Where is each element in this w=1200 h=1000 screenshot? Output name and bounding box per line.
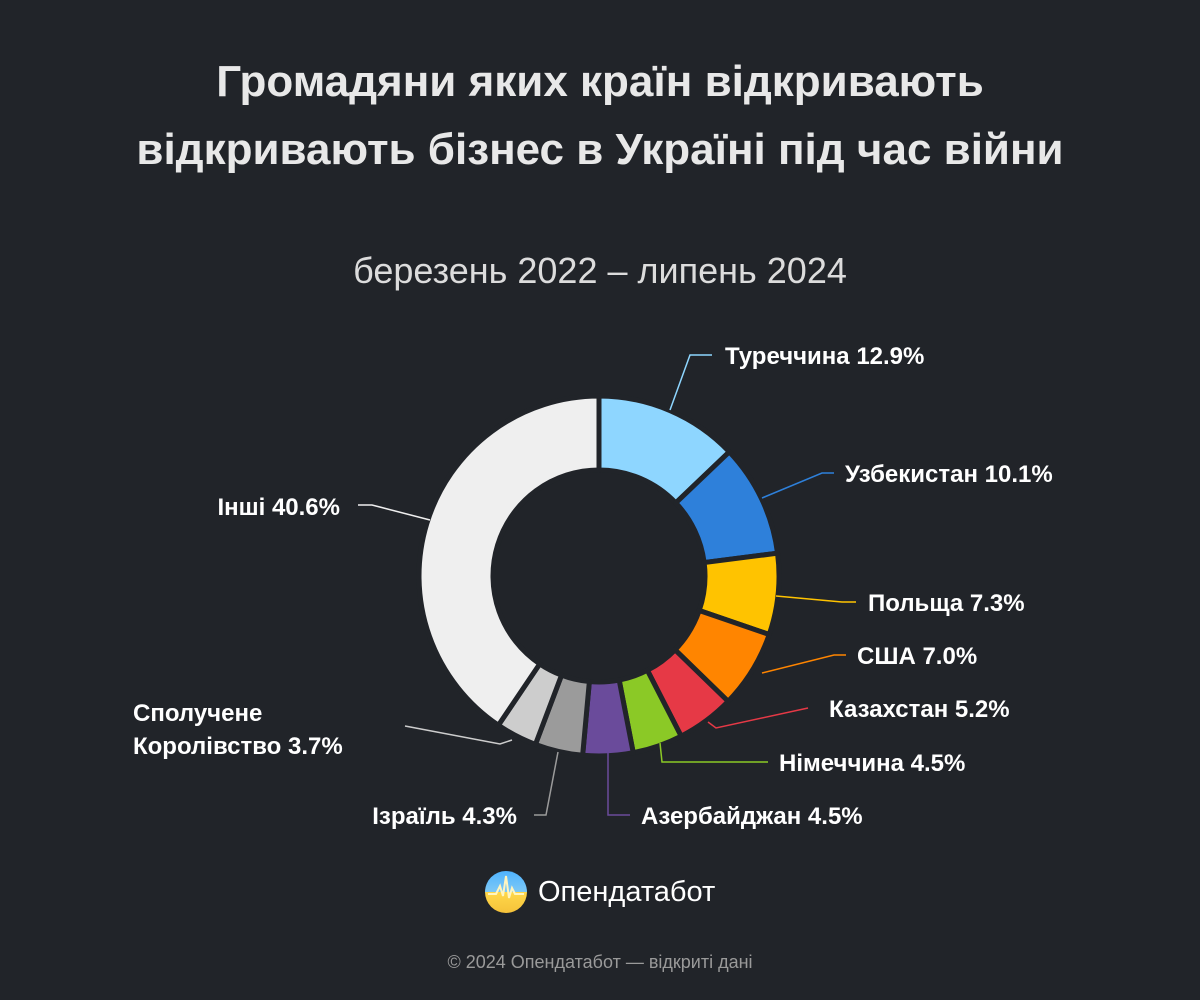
slice-9 [416, 393, 602, 728]
brand-name: Опендатабот [538, 875, 716, 908]
data-label-6: Азербайджан 4.5% [641, 803, 863, 830]
data-label-9: Інші 40.6% [217, 494, 340, 521]
leader-line-9 [358, 504, 431, 521]
leader-line-1 [761, 472, 834, 499]
chart-title: Громадяни яких країн відкривають відкрив… [136, 57, 1064, 174]
leader-line-7 [534, 751, 559, 816]
footer-copyright: © 2024 Опендатабот — відкриті дані [447, 952, 753, 972]
brand-logo: Опендатабот [484, 870, 715, 914]
data-label-2: Польща 7.3% [868, 590, 1025, 617]
leader-line-5 [659, 742, 768, 763]
data-label-4: Казахстан 5.2% [829, 696, 1010, 723]
opendatabot-logo-icon [485, 871, 527, 913]
data-label-3: США 7.0% [857, 643, 977, 670]
data-label-5: Німеччина 4.5% [779, 750, 965, 777]
leader-line-8 [404, 725, 513, 745]
data-label-1: Узбекистан 10.1% [845, 461, 1053, 488]
leader-line-4 [707, 707, 809, 729]
data-label-7: Ізраїль 4.3% [372, 803, 517, 830]
leader-line-2 [775, 595, 856, 603]
leader-line-3 [761, 654, 846, 674]
leader-line-0 [669, 354, 712, 411]
chart-subtitle: березень 2022 – липень 2024 [353, 250, 847, 291]
leader-line-6 [607, 752, 630, 816]
data-label-8: Сполучене Королівство 3.7% [133, 700, 343, 760]
data-label-0: Туреччина 12.9% [725, 343, 924, 370]
